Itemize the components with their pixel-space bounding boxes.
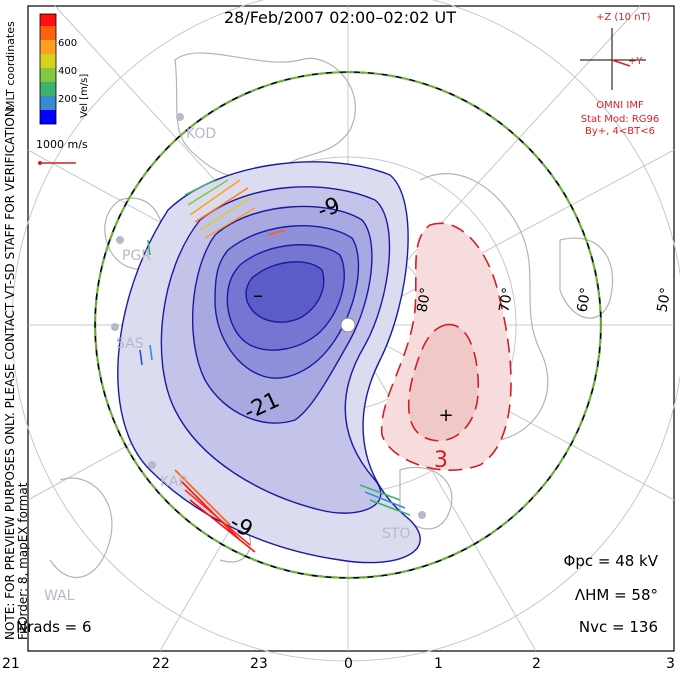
station-pgr: PGR: [122, 248, 152, 264]
station-kod: KOD: [186, 126, 217, 142]
imf-z-label: +Z (10 nT): [596, 12, 651, 23]
negative-potential-cell: [117, 161, 421, 564]
mlt-tick-2: 2: [532, 656, 541, 672]
vector-count: Nvc = 136: [578, 618, 658, 636]
vel-tick-400: 400: [58, 66, 78, 77]
velocity-vectors: [139, 179, 411, 553]
contour-label-pos3: 3: [434, 448, 448, 473]
mlt-tick-1: 1: [434, 656, 443, 672]
radar-count: Nrads = 6: [16, 618, 92, 636]
mlt-tick-3: 3: [666, 656, 675, 672]
minimum-mark: –: [253, 283, 263, 307]
mlt-tick-0: 0: [344, 656, 353, 672]
velocity-colorbar: [39, 13, 57, 125]
imf-y-label: +Y: [628, 56, 643, 67]
pole-marker: [340, 317, 356, 333]
station-sas: SAS: [116, 336, 144, 352]
mlt-tick-21: 21: [2, 656, 20, 672]
hm-boundary-green: [94, 71, 602, 579]
map-title: 28/Feb/2007 02:00–02:02 UT: [223, 8, 457, 27]
stat-model: Stat Mod: RG96: [580, 114, 660, 125]
cross-polar-potential: Φpc = 48 kV: [563, 552, 658, 570]
mlt-tick-23: 23: [250, 656, 268, 672]
reference-vector-label: 1000 m/s: [36, 138, 88, 151]
vel-tick-200: 200: [58, 94, 78, 105]
station-wal: WAL: [44, 588, 75, 604]
imf-source: OMNI IMF: [596, 100, 644, 111]
velocity-scale-label: Vel [m/s]: [79, 73, 90, 118]
maximum-mark: +: [438, 405, 453, 426]
imf-condition: By+, 4<BT<6: [585, 126, 655, 137]
imf-clock-dial: [580, 28, 646, 90]
vel-tick-600: 600: [58, 38, 78, 49]
mlt-tick-22: 22: [152, 656, 170, 672]
hm-latitude: ΛHM = 58°: [574, 586, 658, 604]
coordinates-label: MLT coordinates: [4, 21, 17, 110]
station-sto: STO: [382, 526, 411, 542]
plot-frame: [27, 5, 675, 652]
station-markers: [111, 113, 426, 519]
station-kap: KAP: [160, 474, 187, 490]
positive-potential-cell: [380, 222, 512, 471]
